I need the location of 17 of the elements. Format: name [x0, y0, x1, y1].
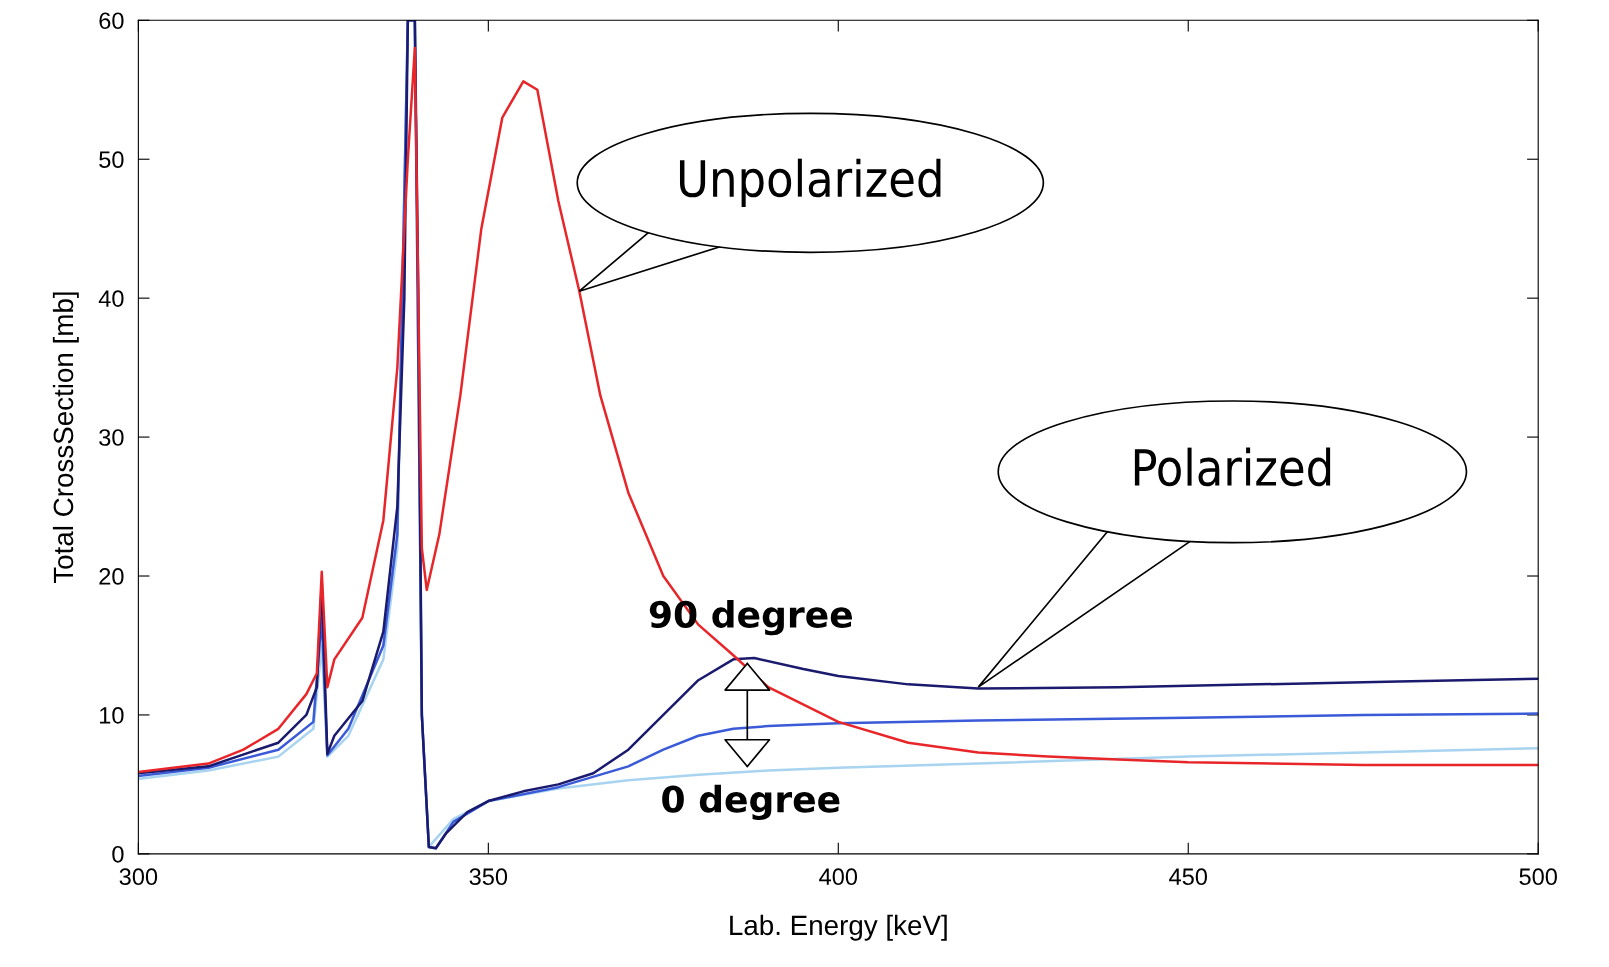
y-tick-label: 30	[99, 429, 124, 446]
y-axis-title: Total CrossSection [mb]	[52, 292, 79, 584]
annotation: Polarized	[1134, 447, 1331, 487]
y-tick-label: 0	[112, 845, 124, 863]
x-tick-label: 350	[469, 868, 508, 886]
y-tick-label: 60	[99, 12, 124, 30]
annotation: 0 degree	[662, 784, 840, 821]
x-axis-title: Lab. Energy [keV]	[730, 914, 947, 941]
x-tick-label: 300	[119, 868, 158, 886]
x-tick-label: 400	[819, 868, 858, 886]
y-tick-label: 40	[98, 290, 124, 307]
x-tick-label: 500	[1519, 868, 1557, 886]
y-tick-label: 50	[99, 151, 124, 169]
y-tick-label: 10	[100, 707, 124, 724]
annotation: Unpolarized	[679, 158, 941, 208]
y-tick-label: 20	[99, 568, 124, 585]
x-tick-label: 450	[1169, 868, 1208, 886]
